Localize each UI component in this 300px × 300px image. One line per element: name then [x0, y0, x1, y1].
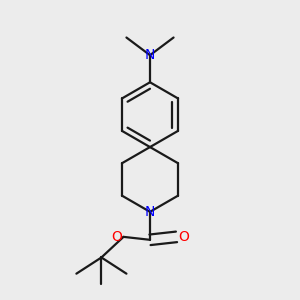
Text: O: O [112, 230, 122, 244]
Text: N: N [145, 205, 155, 219]
Text: O: O [178, 230, 189, 244]
Text: N: N [145, 48, 155, 62]
